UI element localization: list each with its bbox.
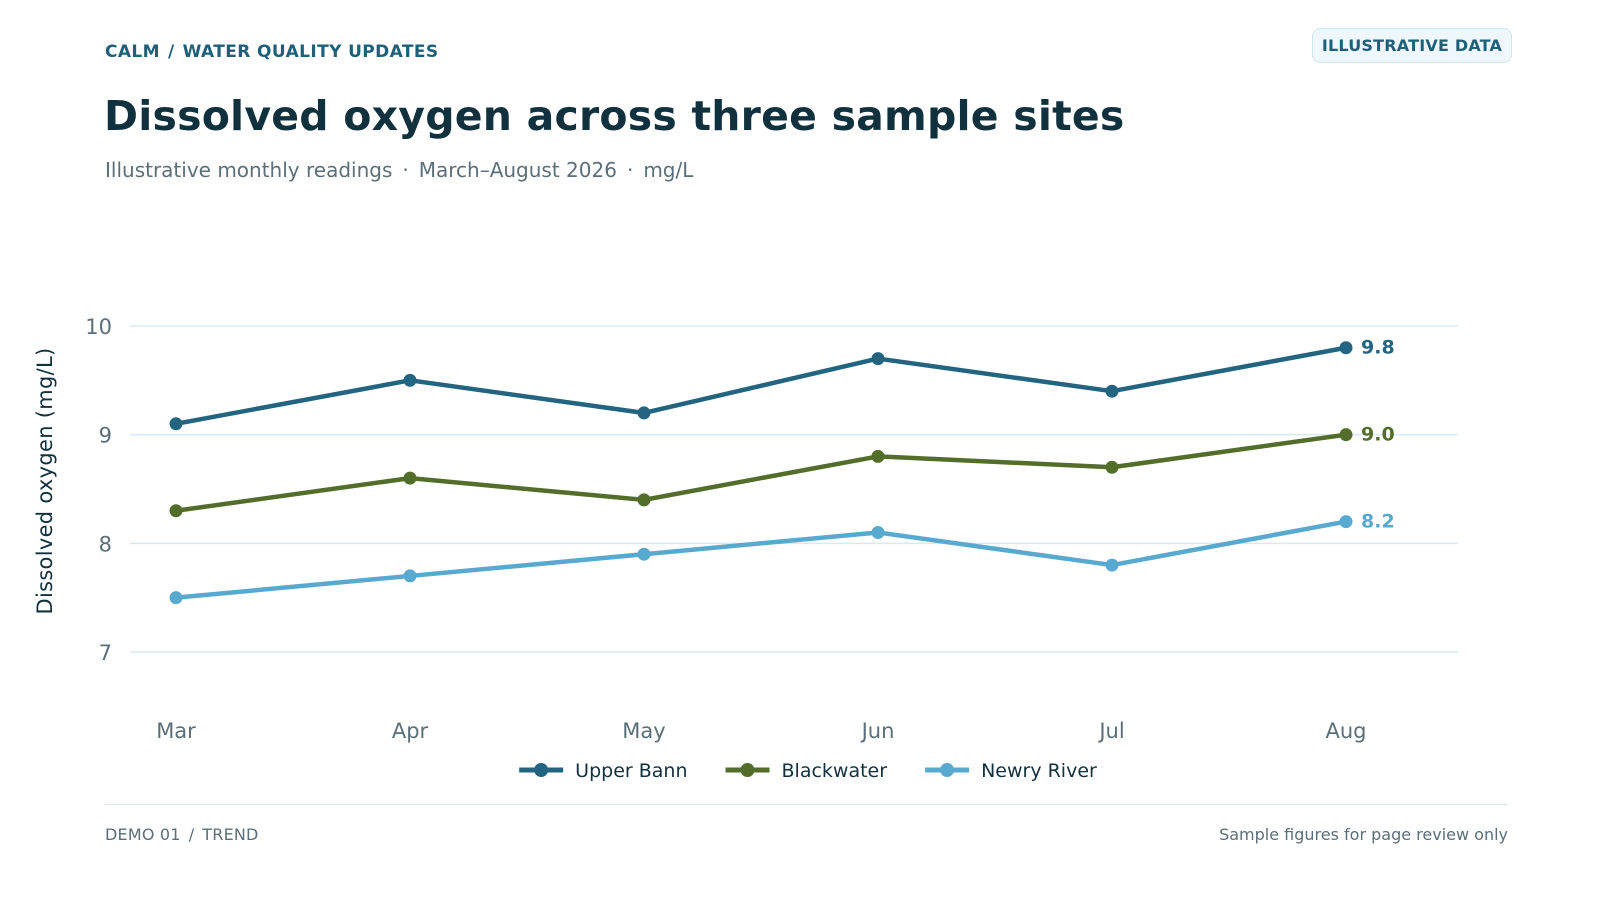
y-tick-label: 7 [99, 641, 112, 665]
data-point [1105, 460, 1119, 474]
legend-swatch-marker [740, 763, 755, 777]
y-tick-label: 8 [99, 532, 112, 556]
footer-view-name: TREND [202, 825, 259, 844]
y-axis-ticks: 7 8 9 10 [85, 315, 112, 665]
footer-divider [105, 804, 1508, 805]
series-line [173, 345, 1349, 427]
legend-item: Upper Bann [519, 760, 688, 782]
series-upper-bann: 9.8 [169, 337, 1395, 431]
breadcrumb-section: WATER QUALITY UPDATES [182, 42, 439, 62]
data-point [871, 449, 885, 463]
subtitle-separator: · [402, 158, 409, 182]
y-axis-label: Dissolved oxygen (mg/L) [33, 347, 57, 614]
footer-note: Sample figures for page review only [1219, 825, 1508, 844]
breadcrumb-brand: CALM [105, 42, 160, 62]
series-newry-river: 8.2 [169, 511, 1395, 605]
x-tick-label: Mar [156, 719, 196, 743]
data-label: 8.2 [1361, 511, 1395, 533]
data-point [1105, 384, 1119, 398]
series-line [173, 432, 1349, 513]
footer-label: DEMO 01 / TREND [105, 825, 259, 844]
data-label: 9.8 [1361, 337, 1395, 359]
data-point [403, 373, 417, 387]
subtitle-description: Illustrative monthly readings [105, 158, 393, 182]
data-point [637, 406, 651, 420]
data-label: 9.0 [1361, 424, 1395, 446]
data-point [871, 525, 885, 539]
y-tick-label: 10 [85, 315, 112, 339]
data-point [637, 547, 651, 561]
chart-legend: Upper Bann Blackwater Newry River [519, 760, 1097, 782]
data-point [169, 591, 183, 605]
subtitle-unit: mg/L [643, 158, 694, 182]
footer-separator: / [188, 825, 195, 844]
y-tick-label: 9 [99, 424, 112, 448]
data-point [1339, 515, 1353, 529]
x-tick-label: Jun [860, 719, 895, 743]
data-point [169, 417, 183, 431]
data-point [169, 504, 183, 518]
subtitle-separator: · [626, 158, 634, 182]
page-title: Dissolved oxygen across three sample sit… [104, 92, 1125, 140]
x-axis-ticks: Mar Apr May Jun Jul Aug [156, 719, 1366, 743]
data-point [1339, 428, 1353, 442]
legend-item: Blackwater [725, 760, 888, 782]
legend-swatch-marker [940, 763, 955, 777]
footer-demo-id: DEMO 01 [105, 825, 181, 844]
legend-swatch-marker [534, 763, 549, 777]
x-tick-label: May [622, 719, 665, 743]
legend-label: Upper Bann [575, 760, 687, 782]
data-point [637, 493, 651, 507]
legend-item: Newry River [925, 760, 1097, 782]
data-point [403, 471, 417, 485]
series-blackwater: 9.0 [169, 424, 1395, 518]
data-point [1105, 558, 1119, 572]
illustrative-data-badge: ILLUSTRATIVE DATA [1312, 28, 1512, 63]
x-tick-label: Jul [1097, 719, 1124, 743]
x-tick-label: Aug [1325, 719, 1366, 743]
breadcrumb: CALM / WATER QUALITY UPDATES [105, 42, 439, 62]
breadcrumb-separator: / [167, 42, 175, 62]
legend-label: Blackwater [782, 760, 888, 782]
legend-label: Newry River [981, 760, 1097, 782]
page-subtitle: Illustrative monthly readings · March–Augu… [105, 158, 693, 182]
data-point [1339, 341, 1353, 355]
data-point [403, 569, 417, 583]
x-tick-label: Apr [392, 719, 429, 743]
chart-series: 9.8 9.0 8.2 [169, 337, 1395, 605]
subtitle-date-range: March–August 2026 [418, 158, 617, 182]
data-point [871, 352, 885, 366]
series-line [173, 519, 1349, 600]
